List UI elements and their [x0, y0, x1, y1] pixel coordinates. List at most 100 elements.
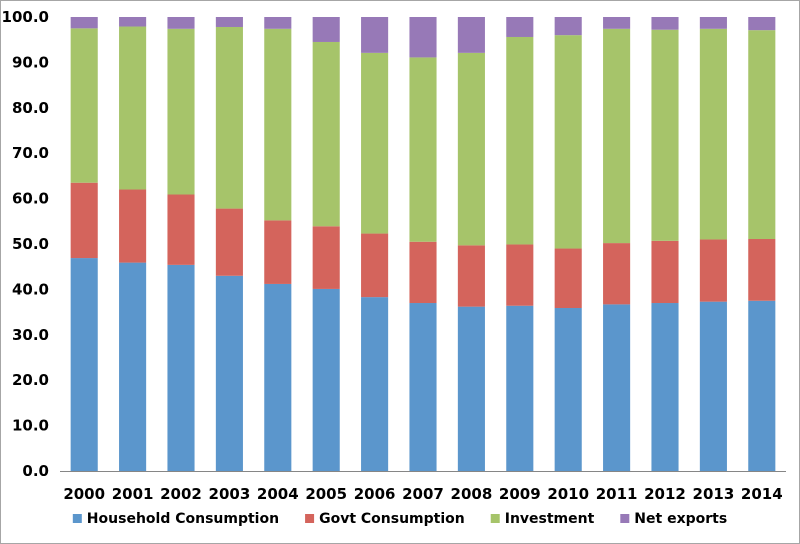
- bar-segment-2009-net-exports: [506, 17, 534, 37]
- bar-segment-2012-investment: [651, 29, 679, 241]
- x-tick-label: 2011: [596, 485, 638, 503]
- bar-segment-2000-net-exports: [70, 17, 98, 29]
- bar-segment-2011-investment: [603, 28, 631, 244]
- legend-swatch: [305, 514, 315, 523]
- x-tick-labels: 2000 2001 2002 2003 2004 2005 2006 2007 2008 2009…: [63, 485, 782, 503]
- legend-item-net-exports: Net exports: [620, 511, 727, 527]
- y-tick-label: 20.0: [12, 371, 49, 389]
- legend: Household Consumption Govt Consumption Inv…: [72, 511, 727, 527]
- bar-segment-2001-net-exports: [119, 17, 147, 27]
- bar-segment-2003-investment: [215, 26, 243, 209]
- legend-item-govt-consumption: Govt Consumption: [305, 511, 465, 527]
- y-tick-label: 0.0: [22, 462, 49, 480]
- legend-swatch: [620, 514, 630, 523]
- bar-segment-2008-govt-consumption: [457, 245, 485, 307]
- bar-segment-2004-household-consumption: [264, 283, 292, 471]
- bar-segment-2010-govt-consumption: [554, 248, 582, 309]
- legend-label: Net exports: [634, 511, 727, 527]
- x-tick-label: 2014: [741, 485, 783, 503]
- x-tick-label: 2013: [693, 485, 735, 503]
- bar-segment-2004-investment: [264, 28, 292, 221]
- bar-segment-2006-govt-consumption: [361, 233, 389, 298]
- bars-layer: [70, 17, 776, 471]
- y-tick-label: 40.0: [12, 280, 49, 298]
- bar-segment-2013-investment: [699, 28, 727, 240]
- x-tick-label: 2005: [305, 485, 347, 503]
- bar-segment-2009-govt-consumption: [506, 244, 534, 306]
- bar-segment-2011-govt-consumption: [603, 243, 631, 305]
- legend-swatch: [72, 514, 82, 523]
- bar-segment-2006-net-exports: [361, 17, 389, 53]
- bar-segment-2002-net-exports: [167, 17, 195, 29]
- legend-swatch: [490, 514, 500, 523]
- x-tick-label: 2008: [451, 485, 493, 503]
- bar-segment-2013-household-consumption: [699, 301, 727, 471]
- bar-segment-2009-household-consumption: [506, 305, 534, 471]
- bar-segment-2002-govt-consumption: [167, 194, 195, 265]
- bar-segment-2014-investment: [748, 30, 776, 240]
- bar-segment-2008-household-consumption: [457, 306, 485, 471]
- bar-segment-2003-govt-consumption: [215, 208, 243, 276]
- bar-segment-2007-net-exports: [409, 17, 437, 58]
- bar-segment-2001-govt-consumption: [119, 189, 147, 263]
- bar-segment-2000-household-consumption: [70, 258, 98, 471]
- bar-segment-2004-net-exports: [264, 17, 292, 29]
- bar-segment-2007-investment: [409, 57, 437, 242]
- bar-segment-2009-investment: [506, 36, 534, 245]
- bar-segment-2005-household-consumption: [312, 288, 340, 471]
- legend-label: Govt Consumption: [319, 511, 465, 527]
- y-tick-labels: 0.0 10.0 20.0 30.0 40.0 50.0 60.0 70.0 80.0 90.0 1…: [2, 8, 49, 480]
- bar-segment-2003-household-consumption: [215, 275, 243, 471]
- bar-segment-2000-investment: [70, 28, 98, 183]
- legend-item-household-consumption: Household Consumption: [72, 511, 279, 527]
- bar-segment-2011-household-consumption: [603, 304, 631, 471]
- x-tick-label: 2007: [402, 485, 444, 503]
- x-tick-label: 2009: [499, 485, 541, 503]
- y-tick-label: 100.0: [2, 8, 49, 26]
- legend-item-investment: Investment: [490, 511, 595, 527]
- x-tick-label: 2001: [112, 485, 154, 503]
- y-tick-label: 50.0: [12, 235, 49, 253]
- y-tick-label: 80.0: [12, 99, 49, 117]
- bar-segment-2001-investment: [119, 26, 147, 190]
- bar-segment-2001-household-consumption: [119, 262, 147, 471]
- bar-segment-2013-govt-consumption: [699, 239, 727, 302]
- y-tick-label: 30.0: [12, 326, 49, 344]
- x-tick-label: 2012: [644, 485, 686, 503]
- bar-segment-2010-investment: [554, 35, 582, 249]
- bar-segment-2008-investment: [457, 52, 485, 246]
- y-tick-label: 10.0: [12, 417, 49, 435]
- y-tick-label: 90.0: [12, 53, 49, 71]
- bar-segment-2007-govt-consumption: [409, 241, 437, 304]
- x-tick-label: 2002: [160, 485, 202, 503]
- bar-segment-2005-net-exports: [312, 17, 340, 42]
- y-tick-label: 60.0: [12, 190, 49, 208]
- y-tick-label: 70.0: [12, 144, 49, 162]
- bar-segment-2014-household-consumption: [748, 300, 776, 471]
- bar-segment-2004-govt-consumption: [264, 220, 292, 284]
- bar-segment-2007-household-consumption: [409, 303, 437, 471]
- bar-segment-2006-household-consumption: [361, 297, 389, 471]
- bar-segment-2014-govt-consumption: [748, 239, 776, 301]
- legend-label: Household Consumption: [87, 511, 279, 527]
- bar-segment-2002-investment: [167, 28, 195, 195]
- x-tick-label: 2006: [354, 485, 396, 503]
- bar-segment-2014-net-exports: [748, 17, 776, 31]
- x-tick-label: 2000: [63, 485, 105, 503]
- legend-label: Investment: [505, 511, 595, 527]
- x-tick-label: 2010: [547, 485, 589, 503]
- bar-segment-2003-net-exports: [215, 17, 243, 27]
- bar-segment-2000-govt-consumption: [70, 182, 98, 259]
- bar-segment-2002-household-consumption: [167, 264, 195, 471]
- bar-segment-2008-net-exports: [457, 17, 485, 53]
- bar-segment-2010-net-exports: [554, 17, 582, 36]
- bar-segment-2005-investment: [312, 41, 340, 227]
- bar-segment-2005-govt-consumption: [312, 226, 340, 289]
- bar-segment-2013-net-exports: [699, 17, 727, 29]
- bar-segment-2011-net-exports: [603, 17, 631, 29]
- bar-segment-2006-investment: [361, 52, 389, 234]
- x-tick-label: 2004: [257, 485, 299, 503]
- x-tick-label: 2003: [209, 485, 251, 503]
- bar-segment-2012-govt-consumption: [651, 240, 679, 304]
